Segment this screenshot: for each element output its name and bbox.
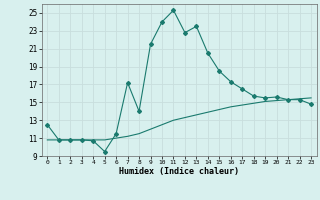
X-axis label: Humidex (Indice chaleur): Humidex (Indice chaleur): [119, 167, 239, 176]
